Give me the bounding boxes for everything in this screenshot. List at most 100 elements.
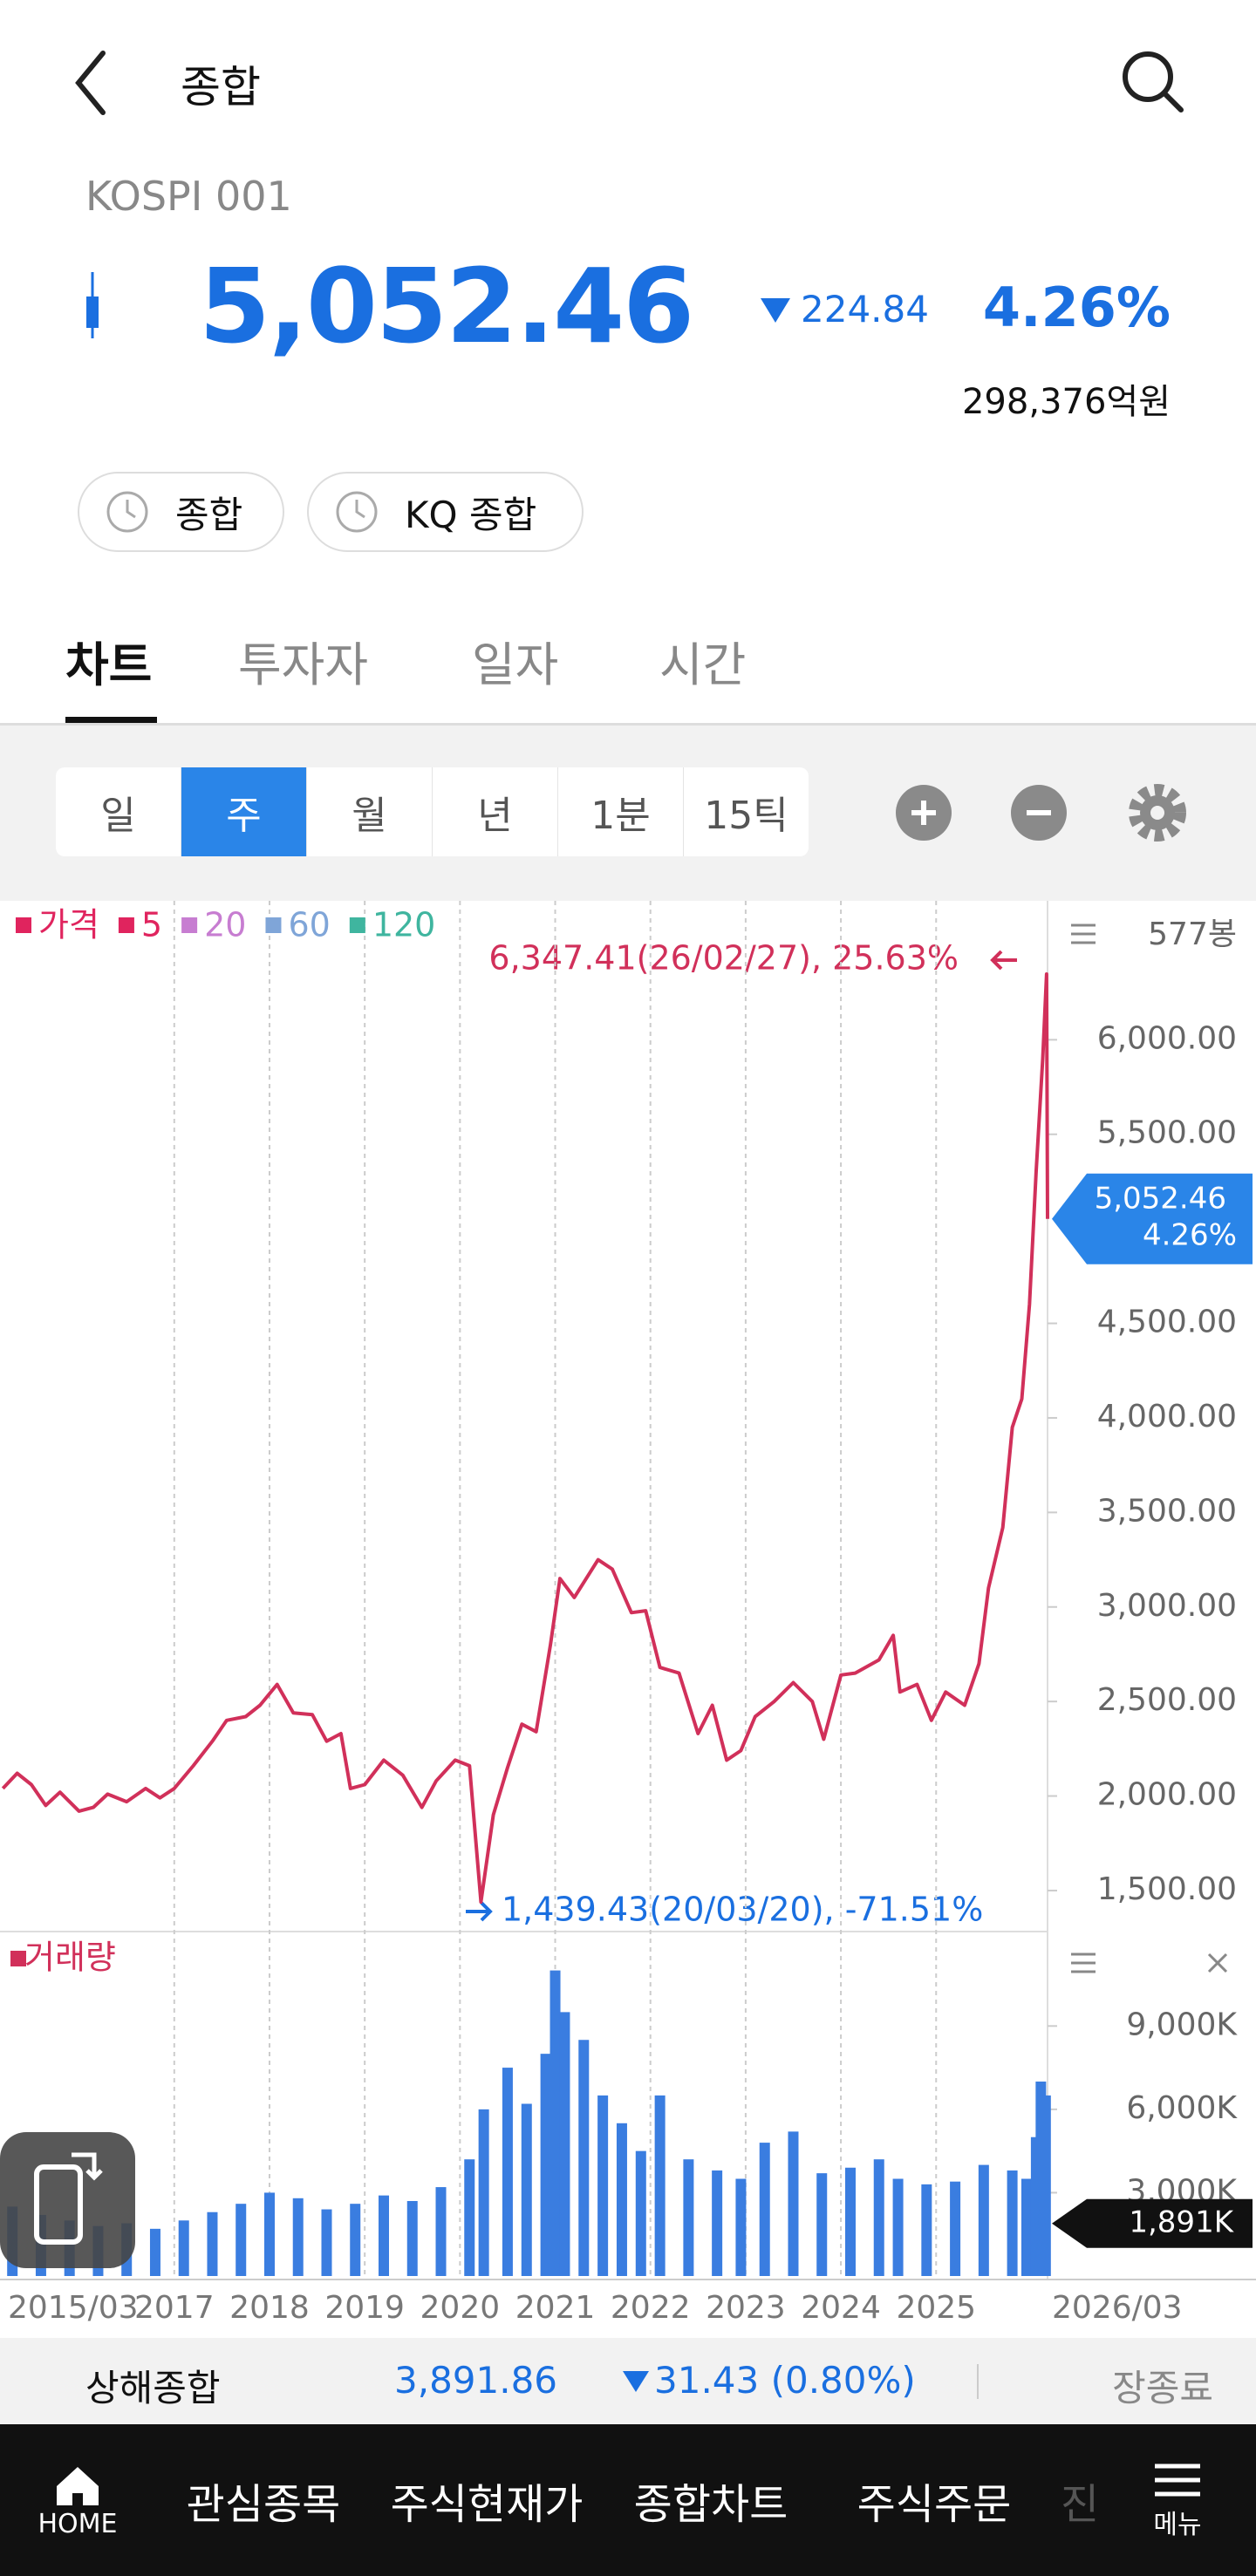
- current-pct: 4.26%: [1143, 1217, 1237, 1252]
- ticker-change: 31.43 (0.80%): [654, 2359, 916, 2402]
- chart: 577봉 6,347.41(26/02/27), 25.63% 1,439.43…: [0, 901, 1256, 2338]
- zoom-controls: [896, 784, 1186, 842]
- volume-bar: [207, 2211, 218, 2276]
- chip[interactable]: KQ 종합: [307, 472, 584, 552]
- period-button[interactable]: 15틱: [704, 794, 788, 838]
- nav-home[interactable]: HOME: [17, 2424, 138, 2576]
- ticker-name: 상해종합: [85, 2367, 221, 2409]
- turnover: 298,376억원: [961, 382, 1171, 422]
- back-button[interactable]: [70, 48, 113, 118]
- x-tick-label: 2018: [229, 2290, 310, 2326]
- price: 5,052.46: [199, 246, 694, 366]
- x-tick-label: 2022: [611, 2290, 691, 2326]
- volume-bar: [616, 2123, 627, 2276]
- search-button[interactable]: [1118, 47, 1188, 117]
- volume-bar: [236, 2204, 247, 2276]
- volume-bar: [788, 2131, 799, 2276]
- clock-icon: [336, 491, 378, 533]
- volume-bar: [292, 2198, 304, 2276]
- current-volume-box: [1052, 2198, 1253, 2248]
- legend-swatch: [16, 917, 31, 933]
- legend-swatch: [118, 917, 134, 933]
- y-tick-label: 4,500.00: [1097, 1305, 1237, 1340]
- bar-count: 577봉: [1148, 917, 1237, 952]
- legend-label: 20: [204, 906, 246, 944]
- x-tick-label: 2017: [134, 2290, 215, 2326]
- tab[interactable]: 일자: [472, 637, 559, 692]
- volume-bar: [892, 2178, 904, 2276]
- settings[interactable]: [1129, 784, 1186, 842]
- nav-item[interactable]: 종합차트: [633, 2480, 788, 2529]
- volume-bar: [521, 2103, 532, 2276]
- menu-icon[interactable]: [1071, 1952, 1096, 1973]
- tab[interactable]: 시간: [659, 637, 747, 692]
- volume-bar: [464, 2159, 475, 2276]
- axis-panel: [1048, 901, 1256, 2338]
- volume-title: 거래량: [24, 1939, 116, 1977]
- current-price: 5,052.46: [1095, 1181, 1226, 1216]
- candle-icon: [86, 272, 99, 338]
- volume-bar: [1020, 2178, 1032, 2276]
- chip-label: 종합: [175, 493, 243, 536]
- period-buttons: 일 주 월 년 1분 15틱: [56, 767, 809, 856]
- x-tick-label: 2021: [515, 2290, 596, 2326]
- y-tick-label: 9,000K: [1126, 2007, 1238, 2042]
- volume-bar: [683, 2159, 694, 2276]
- tab[interactable]: 차트: [65, 637, 153, 692]
- nav-item[interactable]: 진: [1060, 2480, 1100, 2529]
- volume-bar: [597, 2095, 609, 2276]
- y-tick-label: 3,000.00: [1097, 1588, 1237, 1624]
- period-button[interactable]: 1분: [558, 767, 684, 856]
- x-tick-label: 2024: [801, 2290, 881, 2326]
- volume-bar: [149, 2228, 160, 2276]
- nav-menu[interactable]: 메뉴: [1116, 2424, 1239, 2576]
- legend-swatch: [181, 917, 198, 933]
- close-icon[interactable]: [1207, 1952, 1228, 1973]
- menu-icon[interactable]: [1071, 923, 1096, 944]
- nav-label: HOME: [38, 2508, 118, 2539]
- zoom-out[interactable]: [1011, 785, 1067, 841]
- rotate-button[interactable]: [0, 2132, 135, 2268]
- ticker-bar: 상해종합 3,891.86 31.43 (0.80%) 장종료: [0, 2338, 1256, 2424]
- volume-bar: [1040, 2095, 1051, 2276]
- volume-bar: [654, 2095, 666, 2276]
- volume-bar: [921, 2184, 932, 2276]
- zoom-in[interactable]: [896, 785, 952, 841]
- y-tick-label: 6,000K: [1126, 2090, 1238, 2126]
- y-tick-label: 4,000.00: [1097, 1399, 1237, 1435]
- max-arrow: [990, 950, 1017, 971]
- volume-bar: [873, 2159, 884, 2276]
- chip-label: KQ 종합: [405, 493, 537, 536]
- volume-bar: [712, 2170, 723, 2276]
- x-tick-label: 2023: [706, 2290, 786, 2326]
- period-button[interactable]: 월: [307, 767, 433, 856]
- nav-item[interactable]: 주식주문: [857, 2480, 1012, 2529]
- period-button[interactable]: 주: [181, 767, 307, 856]
- price-line: [1, 972, 1049, 1905]
- ticker-status: 장종료: [1112, 2367, 1213, 2409]
- volume-bar: [759, 2143, 770, 2276]
- legend-label: 5: [141, 906, 162, 944]
- min-annotation: 1,439.43(20/03/20), -71.51%: [502, 1891, 983, 1929]
- nav-item[interactable]: 주식현재가: [390, 2480, 584, 2529]
- volume-bar: [950, 2181, 961, 2276]
- current-volume: 1,891K: [1129, 2205, 1234, 2239]
- period-button[interactable]: 년: [433, 767, 558, 856]
- legend-label: 120: [372, 906, 436, 944]
- legend-swatch: [349, 917, 365, 933]
- change-pct: 4.26%: [982, 276, 1171, 339]
- volume-bar: [550, 1970, 561, 2276]
- y-tick-label: 2,000.00: [1097, 1777, 1237, 1813]
- y-tick-label: 5,500.00: [1097, 1115, 1237, 1151]
- chip[interactable]: 종합: [78, 472, 284, 552]
- period-button[interactable]: 일: [56, 767, 181, 856]
- nav-item[interactable]: 관심종목: [186, 2480, 341, 2529]
- legend-label: 60: [288, 906, 330, 944]
- nav-label: 메뉴: [1153, 2510, 1202, 2540]
- volume-bar: [379, 2195, 390, 2276]
- tab[interactable]: 투자자: [238, 637, 369, 692]
- volume-bar: [1007, 2170, 1018, 2276]
- volume-bar: [406, 2200, 418, 2276]
- volume-bar: [502, 2068, 513, 2276]
